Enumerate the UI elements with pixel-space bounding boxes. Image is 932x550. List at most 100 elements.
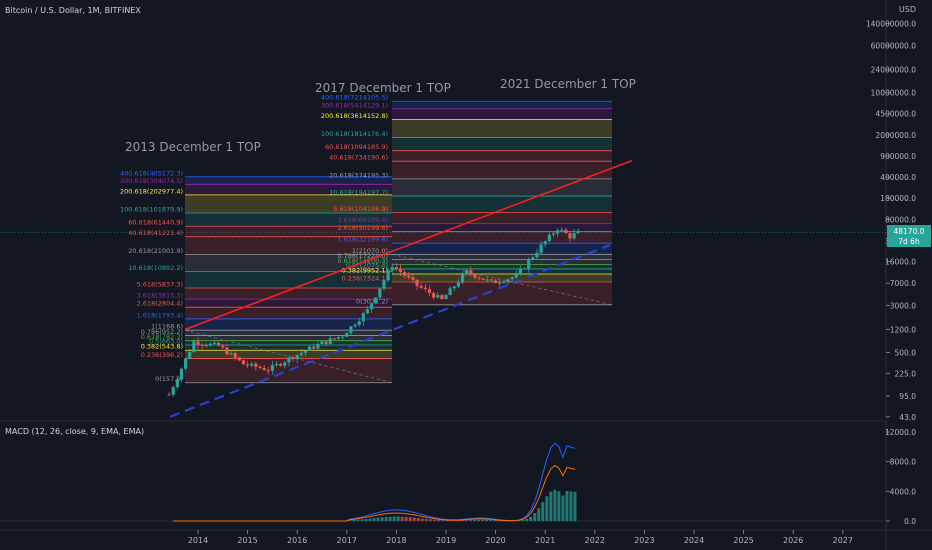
time-tick-label: 2017 <box>337 536 357 545</box>
fib-level-label: 20.618(374195.3) <box>329 171 388 179</box>
candle-body <box>572 233 576 239</box>
candle-body <box>419 285 423 288</box>
macd-histogram-bar <box>412 517 416 521</box>
macd-histogram-bar <box>533 513 537 521</box>
currency-unit: USD <box>899 5 916 14</box>
fib-band <box>185 236 392 255</box>
candle-body <box>547 234 551 242</box>
price-tick-label: 60000000.0 <box>871 42 917 51</box>
fib-band <box>392 108 612 120</box>
candle-body <box>390 267 394 271</box>
candle-body <box>448 288 452 296</box>
fib-level-label: 1.618(1793.4) <box>137 311 183 319</box>
macd-histogram-bar <box>392 516 396 521</box>
macd-histogram-bar <box>521 520 525 521</box>
candle-body <box>374 297 378 304</box>
annotation-2013-top: 2013 December 1 TOP <box>125 140 261 154</box>
candle-body <box>295 354 299 360</box>
candle-body <box>440 295 444 300</box>
time-axis[interactable]: 2014 2015 2016 2017 2018 2019 2020 2021 2022 2023… <box>188 530 853 545</box>
macd-histogram-bar <box>444 520 448 521</box>
time-tick-label: 2020 <box>485 536 505 545</box>
candle-body <box>531 257 535 260</box>
macd-histogram-bar <box>464 520 468 521</box>
macd-histogram-bar <box>440 520 444 521</box>
price-axis[interactable]: 140000000.0 60000000.0 24000000.0 10000000.… <box>866 19 916 421</box>
time-tick-label: 2023 <box>634 536 654 545</box>
candle-body <box>212 342 217 344</box>
annotation-2021-top: 2021 December 1 TOP <box>500 77 636 91</box>
fib-level-label: 10.618(10892.2) <box>128 264 183 272</box>
fib-band <box>392 254 612 260</box>
macd-histogram-bar <box>420 518 424 521</box>
signal-line <box>173 464 576 522</box>
macd-histogram-bar <box>396 516 400 521</box>
candle-body <box>324 341 328 344</box>
candle-body <box>332 338 336 340</box>
fib-band <box>185 194 392 213</box>
macd-histogram-bar <box>356 519 360 521</box>
macd-histogram-bar <box>376 517 380 521</box>
fib-band <box>185 176 392 185</box>
candle-body <box>539 244 543 253</box>
macd-histogram-bar <box>573 491 577 521</box>
macd-histogram-bar <box>473 519 477 521</box>
candle-body <box>576 230 580 234</box>
price-tick-label: 80000.0 <box>885 215 916 224</box>
candle-body <box>411 277 415 280</box>
candle-body <box>403 272 407 276</box>
macd-histogram-bar <box>485 519 489 521</box>
candle-body <box>266 370 270 372</box>
fib-level-label: 0(3071.2) <box>356 297 388 305</box>
fib-level-label: 0.5(663.0) <box>149 338 183 346</box>
candle-body <box>262 368 266 371</box>
macd-histogram-bar <box>348 520 352 521</box>
candle-body <box>229 353 233 355</box>
time-tick-label: 2024 <box>684 536 704 545</box>
candle-body <box>510 277 514 280</box>
trendline-layer <box>169 159 633 418</box>
candle-body <box>489 279 494 281</box>
annotation-2017-top: 2017 December 1 TOP <box>315 81 451 95</box>
fib-level-label: 300.618(304074.5) <box>120 177 183 185</box>
price-tick-label: 4500000.0 <box>875 110 916 119</box>
candle-body <box>560 229 564 231</box>
candle-body <box>514 274 518 278</box>
fib-band <box>185 358 392 383</box>
price-tick-label: 500.0 <box>895 348 917 357</box>
candle-body <box>551 233 556 235</box>
candle-body <box>341 336 345 338</box>
fib-band <box>392 231 612 244</box>
candle-body <box>175 379 179 388</box>
candle-body <box>287 357 291 363</box>
macd-histogram-bar <box>360 519 364 521</box>
fib-level-label: 20.618(21001.9) <box>128 247 183 255</box>
fib-level-label: 200.618(202977.4) <box>120 187 183 195</box>
candle-body <box>423 287 427 290</box>
macd-histogram-bar <box>489 520 493 521</box>
candle-body <box>357 321 361 325</box>
time-tick-label: 2027 <box>833 536 853 545</box>
candle-body <box>415 279 419 286</box>
macd-histogram-bar <box>388 516 392 521</box>
fib-band <box>392 196 612 213</box>
fib-band <box>392 178 612 197</box>
fib-band <box>185 226 392 237</box>
candle-body <box>250 363 254 366</box>
candle-body <box>452 286 456 289</box>
fib-level-label: 100.618(1814176.4) <box>321 130 388 138</box>
candle-body <box>394 267 398 269</box>
candle-body <box>386 270 390 281</box>
candle-body <box>361 313 365 322</box>
macd-tick-label: 8000.0 <box>890 458 916 467</box>
symbol-title: Bitcoin / U.S. Dollar, 1M, BITFINEX <box>5 6 141 15</box>
candle-body <box>345 333 349 337</box>
macd-histogram-bar <box>364 518 368 521</box>
fib-level-label: 3.618(68199.4) <box>337 216 388 224</box>
candle-body <box>473 274 477 278</box>
candle-body <box>320 341 324 344</box>
fib-level-label: 0.5(12075.4) <box>346 261 388 269</box>
fib-band <box>392 161 612 179</box>
macd-tick-label: 0.0 <box>904 517 916 526</box>
fib-band <box>392 223 612 232</box>
